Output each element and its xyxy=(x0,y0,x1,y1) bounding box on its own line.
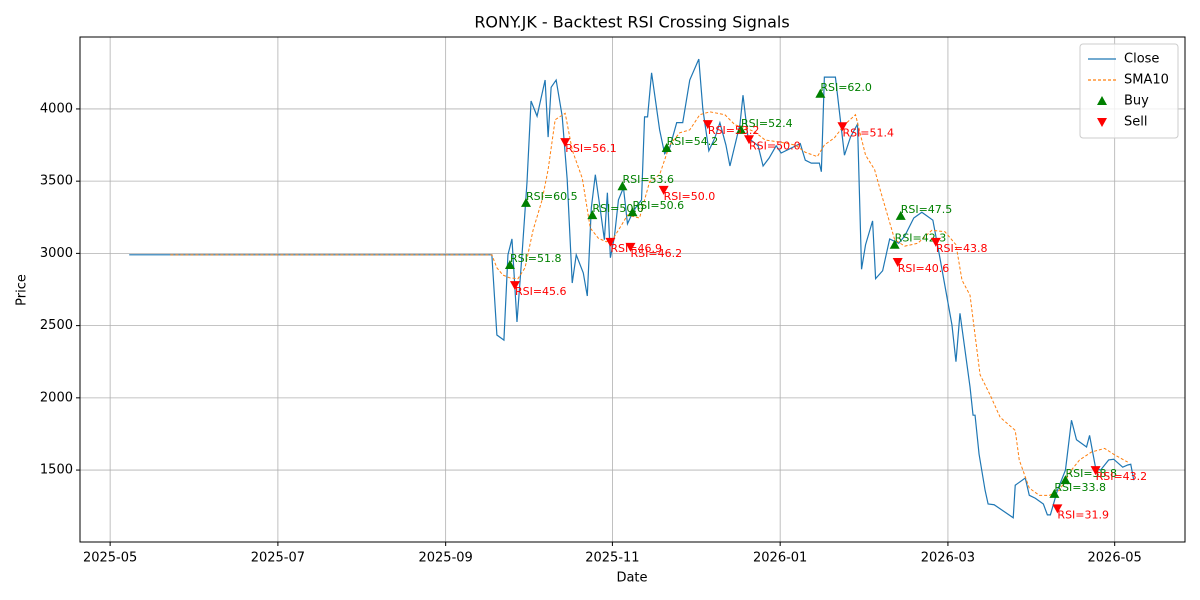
legend-swatch xyxy=(1097,118,1107,127)
y-tick-label: 3500 xyxy=(40,174,73,189)
signal-marker xyxy=(930,237,941,247)
signal-label: RSI=53.6 xyxy=(622,173,674,186)
signal-marker xyxy=(521,197,532,207)
signal-marker xyxy=(509,281,520,291)
x-axis-label: Date xyxy=(616,571,647,586)
signal-label: RSI=43.2 xyxy=(1096,470,1148,483)
legend-label: Close xyxy=(1124,52,1159,67)
signal-marker xyxy=(1052,504,1063,514)
signal-label: RSI=50.0 xyxy=(664,190,716,203)
signal-marker xyxy=(587,210,598,220)
line-series xyxy=(129,58,1135,519)
signal-marker xyxy=(892,258,903,268)
signal-label: RSI=43.8 xyxy=(936,242,988,255)
signal-marker xyxy=(627,207,638,217)
signal-label: RSI=45.6 xyxy=(515,285,567,298)
signal-marker xyxy=(1090,466,1101,476)
signal-marker xyxy=(625,242,636,252)
signal-label: RSI=60.5 xyxy=(526,190,578,203)
signal-marker xyxy=(895,210,906,220)
signal-label: RSI=40.6 xyxy=(898,262,950,275)
signal-marker xyxy=(658,185,669,195)
y-tick-label: 2000 xyxy=(40,390,73,405)
signal-marker xyxy=(560,138,571,148)
legend-swatch xyxy=(1097,96,1107,105)
x-tick-label: 2026-03 xyxy=(921,551,975,566)
signal-label: RSI=50.0 xyxy=(749,139,801,152)
signal-label: RSI=56.1 xyxy=(565,142,617,155)
legend-label: SMA10 xyxy=(1124,73,1169,88)
signal-label: RSI=46.2 xyxy=(630,247,682,260)
x-tick-label: 2025-09 xyxy=(418,551,472,566)
legend-label: Sell xyxy=(1124,115,1147,130)
line-series xyxy=(170,111,1128,496)
x-tick-label: 2026-01 xyxy=(753,551,807,566)
signal-label: RSI=51.8 xyxy=(510,252,562,265)
x-tick-label: 2025-07 xyxy=(251,551,305,566)
signal-marker xyxy=(617,181,628,191)
signal-marker xyxy=(744,135,755,145)
y-tick-label: 2500 xyxy=(40,318,73,333)
signal-marker xyxy=(661,142,672,152)
signal-marker xyxy=(1049,488,1060,498)
signal-marker xyxy=(1060,475,1071,485)
y-axis-label: Price xyxy=(15,274,30,306)
signal-label: RSI=52.4 xyxy=(741,117,793,130)
signal-marker xyxy=(837,122,848,132)
signal-label: RSI=54.2 xyxy=(667,135,719,148)
signal-marker xyxy=(735,124,746,134)
signal-marker xyxy=(815,88,826,98)
signal-label: RSI=51.4 xyxy=(842,126,894,139)
signal-marker xyxy=(889,239,900,249)
signal-label: RSI=53.2 xyxy=(708,124,760,137)
signal-label: RSI=50.6 xyxy=(633,199,685,212)
signal-marker xyxy=(605,237,616,247)
signal-label: RSI=46.9 xyxy=(610,242,662,255)
y-tick-label: 4000 xyxy=(40,101,73,116)
legend-box xyxy=(1079,43,1179,139)
legend-label: Buy xyxy=(1124,94,1149,109)
signal-marker xyxy=(702,120,713,130)
signal-label: RSI=38.8 xyxy=(1065,467,1117,480)
signal-label: RSI=31.9 xyxy=(1057,508,1109,521)
y-tick-label: 3000 xyxy=(40,246,73,261)
signal-label: RSI=47.5 xyxy=(901,203,953,216)
x-tick-label: 2025-11 xyxy=(585,551,639,566)
y-tick-label: 1500 xyxy=(40,463,73,478)
chart-title: RONY.JK - Backtest RSI Crossing Signals xyxy=(474,13,789,32)
plot-frame xyxy=(79,36,1186,543)
x-tick-label: 2026-05 xyxy=(1088,551,1142,566)
signal-label: RSI=62.0 xyxy=(820,81,872,94)
signal-marker xyxy=(504,259,515,269)
x-tick-label: 2025-05 xyxy=(83,551,137,566)
